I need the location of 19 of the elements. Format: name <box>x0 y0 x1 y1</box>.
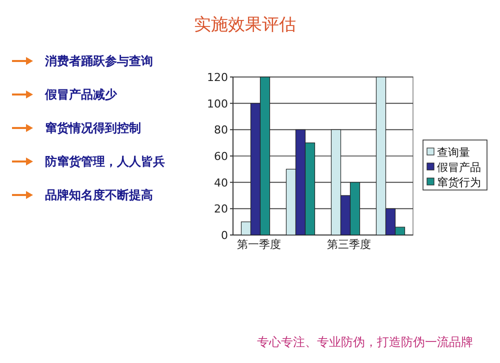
legend-label: 假冒产品 <box>437 161 481 174</box>
y-tick-label: 100 <box>207 97 228 110</box>
y-tick-label: 0 <box>221 229 228 242</box>
text: 品牌知名度不断提高 <box>45 188 153 202</box>
x-tick-label: 第一季度 <box>237 238 281 251</box>
legend-label: 查询量 <box>437 146 470 159</box>
x-tick-label: 第三季度 <box>327 238 371 251</box>
y-tick-label: 60 <box>214 150 228 163</box>
legend-label: 窜货行为 <box>437 176 481 189</box>
y-tick-label: 80 <box>214 124 228 137</box>
y-tick-label: 120 <box>207 71 228 84</box>
text: 专心专注、专业防伪，打造防伪一流品牌 <box>257 335 473 349</box>
text: 窜货情况得到控制 <box>45 121 141 135</box>
text: 消费者踊跃参与查询 <box>44 54 153 68</box>
y-tick-label: 40 <box>214 176 228 190</box>
y-tick-label: 20 <box>214 202 228 216</box>
text: 防窜货管理，人人皆兵 <box>45 154 165 168</box>
text: 假冒产品减少 <box>44 88 118 102</box>
chart-title: 实施效果评估 <box>194 15 296 35</box>
